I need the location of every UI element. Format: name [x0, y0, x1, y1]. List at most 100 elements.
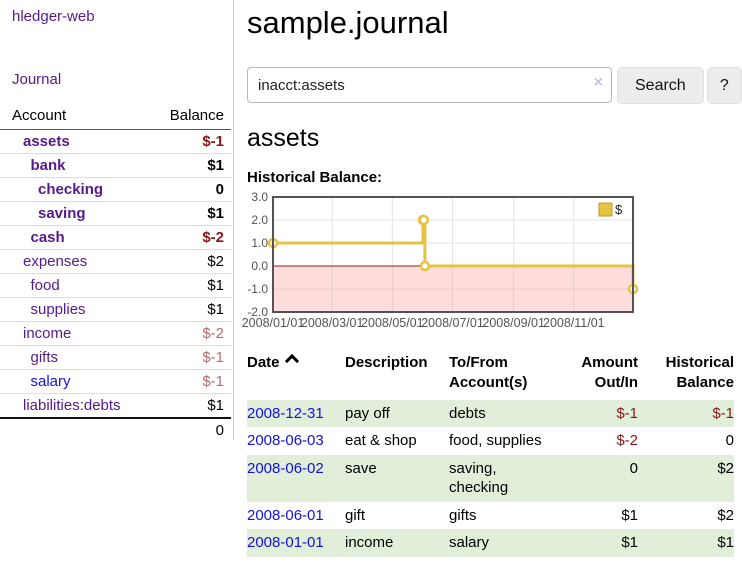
register-row: 2008-12-31 pay off debts $-1 $-1 — [247, 399, 734, 428]
account-balance: $-2 — [153, 321, 231, 346]
svg-text:-1.0: -1.0 — [247, 282, 268, 296]
register-row: 2008-06-03 eat & shop food, supplies $-2 0 — [247, 427, 734, 455]
account-link[interactable]: bank — [30, 157, 66, 174]
historical-balance-chart: 3.0 2.0 1.0 0.0 -1.0 -2.0 2008/01/01 2008/03/01… — [242, 190, 667, 335]
account-row: supplies $1 — [0, 297, 231, 322]
transaction-date-link[interactable]: 2008-01-01 — [247, 534, 324, 552]
account-link[interactable]: saving — [38, 205, 86, 222]
transaction-amount: $-2 — [616, 432, 638, 450]
main-content: sample.journal × Search ? assets Histori… — [242, 0, 742, 557]
account-link[interactable]: food — [30, 277, 60, 294]
register-header-amount: Amount Out/In — [581, 354, 638, 391]
accounts-header-account: Account — [0, 103, 154, 130]
journal-file-title: sample.journal — [247, 5, 449, 40]
accounts-table: Account Balance assets $-1 bank $1 checking 0… — [0, 103, 231, 442]
account-balance: $2 — [153, 249, 231, 274]
transaction-description: eat & shop — [345, 432, 417, 450]
account-link[interactable]: gifts — [30, 349, 59, 366]
search-input[interactable] — [247, 67, 612, 103]
transaction-balance: $2 — [717, 506, 734, 524]
account-balance: $1 — [153, 297, 231, 322]
account-link[interactable]: salary — [30, 373, 71, 390]
account-row: cash $-2 — [0, 225, 231, 250]
account-row: food $1 — [0, 273, 231, 298]
transaction-balance: $-1 — [712, 404, 734, 422]
register-row: 2008-01-01 income salary $1 $1 — [247, 529, 734, 557]
chart-label: Historical Balance: — [247, 169, 383, 186]
svg-text:1.0: 1.0 — [251, 236, 268, 250]
transaction-amount: $-1 — [616, 404, 638, 422]
account-link[interactable]: supplies — [30, 301, 86, 318]
svg-text:2008/07/01: 2008/07/01 — [421, 316, 484, 330]
search-input-wrap: × — [247, 67, 612, 103]
transaction-accounts: debts — [449, 404, 486, 422]
svg-text:-2.0: -2.0 — [247, 305, 268, 319]
transaction-date-link[interactable]: 2008-06-02 — [247, 459, 324, 477]
transaction-date-link[interactable]: 2008-06-01 — [247, 506, 324, 524]
svg-text:2008/03/01: 2008/03/01 — [301, 316, 364, 330]
account-balance: 0 — [153, 177, 231, 202]
account-row: expenses $2 — [0, 249, 231, 274]
account-balance: $1 — [153, 273, 231, 298]
svg-text:3.0: 3.0 — [251, 190, 268, 204]
accounts-header-balance: Balance — [153, 103, 231, 130]
register-header-accounts: To/From Account(s) — [449, 354, 528, 391]
account-row: income $-2 — [0, 321, 231, 346]
account-balance: $-1 — [153, 369, 231, 394]
transaction-date-link[interactable]: 2008-12-31 — [247, 404, 324, 422]
account-row: gifts $-1 — [0, 345, 231, 370]
account-balance: $1 — [153, 153, 231, 178]
svg-text:2008/11/01: 2008/11/01 — [543, 316, 605, 330]
transaction-description: gift — [345, 506, 366, 524]
transaction-description: pay off — [345, 404, 390, 422]
register-row: 2008-06-02 save saving, checking 0 $2 — [247, 454, 734, 502]
transaction-balance: $1 — [717, 534, 734, 552]
account-link[interactable]: assets — [23, 133, 70, 150]
svg-text:2008/01/01: 2008/01/01 — [242, 316, 305, 330]
sort-ascending-icon — [284, 353, 299, 369]
accounts-total-value: 0 — [153, 417, 231, 442]
account-row: saving $1 — [0, 201, 231, 226]
register-header-date[interactable]: Date — [247, 353, 345, 400]
help-button[interactable]: ? — [706, 67, 742, 104]
register-row: 2008-06-01 gift gifts $1 $2 — [247, 502, 734, 530]
account-row: salary $-1 — [0, 369, 231, 394]
clear-search-icon[interactable]: × — [593, 74, 603, 91]
register-header-row: Date Description To/From Account(s) Amou… — [247, 353, 734, 400]
transaction-accounts: food, supplies — [449, 432, 542, 450]
transaction-description: income — [345, 534, 394, 552]
account-row: checking 0 — [0, 177, 231, 202]
svg-text:0.0: 0.0 — [251, 259, 268, 273]
account-link[interactable]: cash — [30, 229, 65, 246]
transaction-balance: 0 — [725, 432, 734, 450]
account-balance: $1 — [153, 201, 231, 226]
account-link[interactable]: income — [23, 325, 72, 342]
legend-label: $ — [615, 202, 623, 217]
account-balance: $1 — [153, 393, 231, 419]
account-heading: assets — [247, 124, 320, 152]
transaction-amount: $1 — [621, 506, 638, 524]
svg-text:2008/09/01: 2008/09/01 — [482, 316, 545, 330]
account-balance: $-1 — [153, 129, 231, 154]
account-row: bank $1 — [0, 153, 231, 178]
chart-canvas: 3.0 2.0 1.0 0.0 -1.0 -2.02008/01/012008/03/01… — [242, 190, 639, 330]
register-header-balance: Historical Balance — [665, 354, 734, 391]
transaction-date-link[interactable]: 2008-06-03 — [247, 432, 324, 450]
search-form: × Search ? — [247, 67, 742, 104]
accounts-total-row: 0 — [0, 417, 231, 442]
register-header-description: Description — [345, 354, 428, 371]
search-button[interactable]: Search — [617, 67, 704, 104]
transaction-balance: $2 — [717, 459, 734, 477]
account-link[interactable]: liabilities:debts — [23, 397, 121, 414]
account-link[interactable]: checking — [38, 181, 104, 198]
transaction-description: save — [345, 459, 377, 477]
transaction-amount: 0 — [629, 459, 638, 477]
app-title-link[interactable]: hledger-web — [12, 8, 95, 25]
sidebar-item-journal[interactable]: Journal — [12, 71, 62, 88]
register-table: Date Description To/From Account(s) Amou… — [247, 353, 734, 557]
transaction-accounts: salary — [449, 534, 490, 552]
account-balance: $-1 — [153, 345, 231, 370]
transaction-accounts: saving, checking — [449, 459, 509, 497]
account-link[interactable]: expenses — [23, 253, 88, 270]
